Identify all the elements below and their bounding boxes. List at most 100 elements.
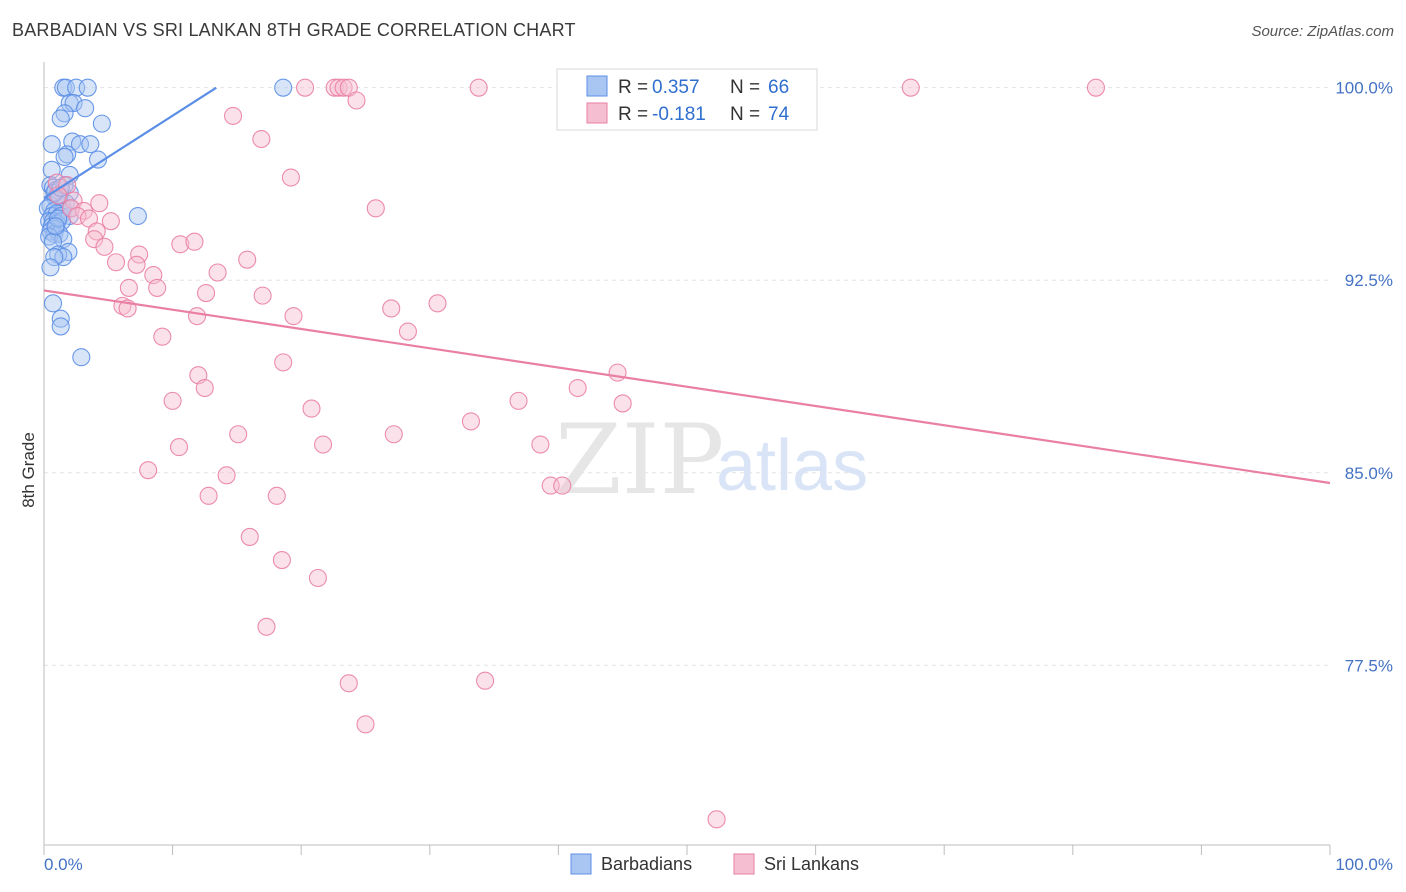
data-point	[469, 78, 488, 97]
data-point	[428, 294, 447, 313]
gridlines	[44, 87, 1330, 666]
data-point	[101, 212, 120, 231]
data-point	[92, 114, 111, 133]
data-point	[238, 250, 257, 269]
data-point	[88, 150, 108, 169]
series-legend: Barbadians Sri Lankans	[570, 853, 859, 875]
data-point	[217, 466, 236, 485]
data-point	[339, 674, 358, 693]
data-point	[119, 278, 138, 297]
bottom-legend-swatch-0	[570, 853, 592, 875]
x-tick-label-start: 0.0%	[44, 855, 83, 874]
data-point	[90, 194, 109, 213]
data-point	[267, 486, 286, 505]
data-point	[476, 671, 495, 690]
data-point	[382, 299, 401, 318]
data-point	[42, 135, 61, 154]
data-point	[199, 486, 218, 505]
data-point	[153, 327, 172, 346]
data-point	[240, 527, 259, 546]
data-point	[45, 224, 64, 244]
data-point	[64, 94, 83, 113]
data-point	[56, 78, 75, 97]
data-point	[68, 206, 87, 226]
data-point	[398, 322, 417, 341]
data-point	[58, 145, 77, 164]
data-point	[55, 147, 74, 167]
data-point	[208, 263, 227, 282]
axes	[43, 62, 1331, 855]
data-point	[139, 461, 158, 480]
series-barbadians	[38, 78, 293, 367]
legend-n-label: N =	[730, 104, 760, 125]
y-tick-label-0: 100.0%	[1335, 79, 1393, 98]
watermark: ZIP atlas	[555, 404, 868, 516]
data-point	[901, 78, 920, 97]
watermark-atlas: atlas	[716, 426, 868, 506]
bottom-legend-label-1: Sri Lankans	[764, 854, 859, 874]
legend-swatch-1	[586, 102, 608, 124]
data-point	[274, 78, 293, 97]
data-point	[51, 309, 70, 328]
data-point	[95, 237, 114, 256]
data-point	[163, 391, 182, 410]
data-point	[366, 199, 385, 218]
data-point	[253, 286, 272, 305]
data-point	[171, 235, 190, 254]
data-point	[229, 425, 248, 444]
bottom-legend-swatch-1	[733, 853, 755, 875]
data-point	[568, 378, 587, 398]
legend-swatch-0	[586, 75, 608, 97]
data-point	[185, 232, 204, 251]
legend-r-label: R =	[618, 104, 648, 125]
legend-n-value: 66	[768, 77, 789, 98]
trendline-sri-lankans	[43, 289, 1331, 485]
y-tick-label-3: 77.5%	[1345, 656, 1393, 675]
data-point	[613, 394, 632, 413]
data-point	[85, 230, 104, 249]
data-point	[195, 378, 214, 398]
data-point	[384, 425, 403, 444]
y-tick-label-2: 85.0%	[1345, 464, 1393, 483]
data-point	[81, 135, 100, 154]
data-point	[45, 248, 64, 267]
series-layer	[38, 78, 1331, 829]
data-point	[461, 412, 481, 431]
data-point	[223, 106, 243, 125]
data-point	[531, 435, 550, 454]
data-point	[41, 258, 60, 277]
legend-r-label: R =	[618, 77, 648, 98]
data-point	[302, 399, 321, 418]
data-point	[51, 109, 70, 128]
legend-n-label: N =	[730, 77, 760, 98]
x-tick-labels: 0.0% 100.0%	[44, 855, 1393, 874]
data-point	[106, 253, 126, 272]
data-point	[257, 617, 276, 636]
data-point	[707, 810, 726, 829]
data-point	[70, 135, 90, 154]
y-tick-label-1: 92.5%	[1345, 271, 1393, 290]
data-point	[308, 568, 327, 588]
data-point	[78, 78, 97, 97]
data-point	[608, 363, 627, 382]
legend-r-value: -0.181	[652, 104, 706, 125]
data-point	[127, 255, 146, 274]
y-tick-labels: 100.0% 92.5% 85.0% 77.5%	[1335, 79, 1393, 676]
watermark-zip: ZIP	[555, 404, 724, 516]
legend-r-value: 0.357	[652, 77, 700, 98]
data-point	[196, 283, 216, 303]
data-point	[169, 438, 189, 457]
data-point	[148, 278, 167, 297]
data-point	[334, 78, 353, 97]
data-point	[51, 317, 70, 336]
data-point	[46, 217, 65, 236]
data-point	[72, 348, 91, 367]
data-point	[1086, 78, 1105, 97]
data-point	[274, 353, 293, 372]
data-point	[272, 550, 291, 570]
correlation-legend: R = 0.357 N = 66 R = -0.181 N = 74	[556, 68, 818, 131]
data-point	[76, 99, 95, 118]
bottom-legend-label-0: Barbadians	[601, 854, 692, 874]
data-point	[509, 391, 528, 410]
